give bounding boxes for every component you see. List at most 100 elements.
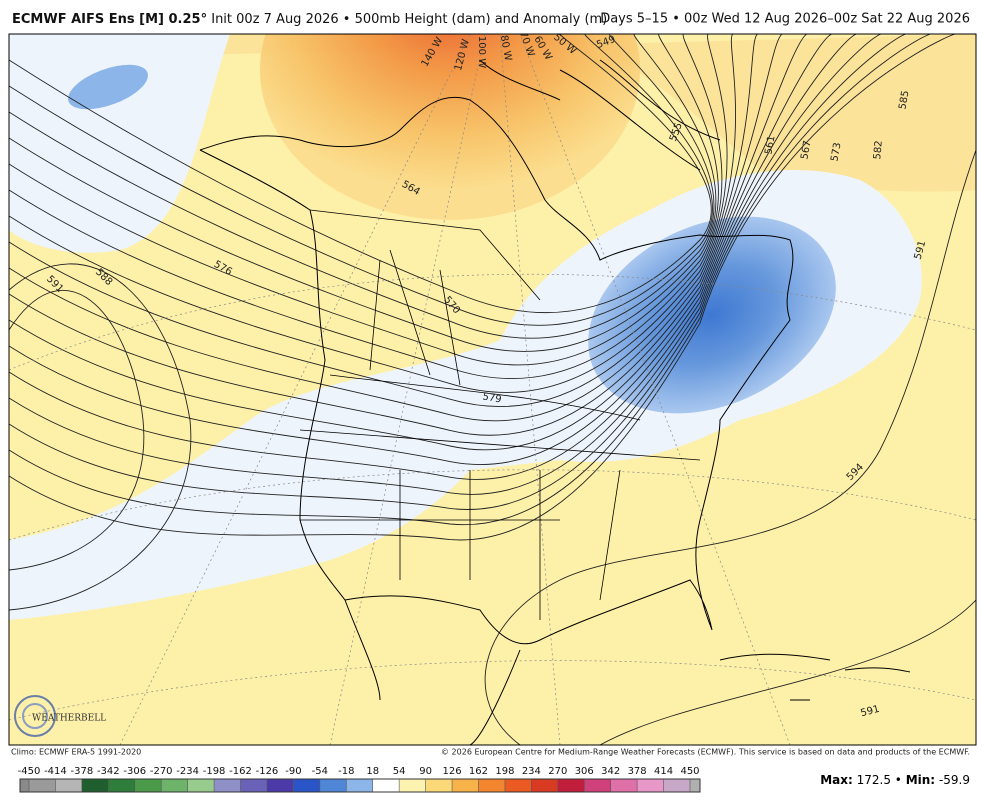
contour-label: 579 bbox=[482, 391, 503, 405]
model-name: ECMWF AIFS Ens [M] 0.25° bbox=[12, 12, 207, 27]
colorbar-tick-label: -234 bbox=[176, 766, 199, 777]
valid-period: Days 5–15 • 00z Wed 12 Aug 2026–00z Sat … bbox=[600, 12, 970, 27]
colorbar-tick-label: -342 bbox=[97, 766, 120, 777]
colorbar-segment bbox=[478, 779, 505, 792]
colorbar-tick-label: 306 bbox=[575, 766, 594, 777]
title: ECMWF AIFS Ens [M] 0.25° Init 00z 7 Aug … bbox=[12, 12, 607, 27]
colorbar-segment bbox=[55, 779, 82, 792]
contour bbox=[9, 34, 717, 352]
colorbar-frame bbox=[19, 778, 701, 793]
max-value: 172.5 bbox=[857, 773, 891, 787]
contour-label: 585 bbox=[897, 90, 911, 111]
colorbar-tick-label: -270 bbox=[150, 766, 173, 777]
copyright: © 2026 European Centre for Medium-Range … bbox=[441, 748, 970, 757]
colorbar-segment bbox=[293, 779, 320, 792]
height-contours bbox=[9, 34, 976, 745]
colorbar-segment bbox=[29, 779, 56, 792]
colorbar-segment bbox=[187, 779, 215, 792]
anomaly-cool bbox=[9, 34, 230, 253]
contour bbox=[9, 34, 712, 314]
colorbar-tick-label: -414 bbox=[44, 766, 67, 777]
logo: WEATHERBELL bbox=[14, 695, 106, 737]
colorbar-segment bbox=[452, 779, 479, 792]
contour bbox=[9, 34, 719, 366]
colorbar-tick-label: 126 bbox=[442, 766, 461, 777]
contour bbox=[9, 289, 145, 571]
colorbar-segment bbox=[531, 779, 558, 792]
colorbar-tick-label: 18 bbox=[366, 766, 379, 777]
colorbar-tick-label: -378 bbox=[71, 766, 94, 777]
colorbar-segment bbox=[81, 779, 109, 792]
contour bbox=[9, 34, 832, 466]
min-label: Min: bbox=[906, 773, 935, 787]
colorbar-tick-label: 342 bbox=[601, 766, 620, 777]
contour-label: 561 bbox=[763, 135, 777, 156]
colorbar-segment bbox=[346, 779, 373, 792]
min-value: -59.9 bbox=[939, 773, 970, 787]
contour-label: 573 bbox=[829, 142, 843, 163]
colorbar-tick-label: -162 bbox=[229, 766, 252, 777]
meridian-label: 100 W bbox=[476, 36, 487, 68]
meridian-label: 80 W bbox=[498, 34, 513, 61]
colorbar-segment bbox=[425, 779, 453, 792]
colorbar-segment bbox=[319, 779, 347, 792]
colorbar-segment bbox=[108, 779, 135, 792]
title-detail: Init 00z 7 Aug 2026 • 500mb Height (dam)… bbox=[211, 12, 607, 27]
contour bbox=[9, 34, 906, 510]
stats: Max: 172.5 • Min: -59.9 bbox=[820, 773, 970, 787]
colorbar-tick-label: -90 bbox=[285, 766, 301, 777]
colorbar-end bbox=[20, 779, 29, 792]
colorbar-tick-label: 162 bbox=[469, 766, 488, 777]
colorbar-tick-label: -198 bbox=[203, 766, 226, 777]
colorbar-tick-label: 378 bbox=[628, 766, 647, 777]
colorbar-tick-label: -126 bbox=[256, 766, 279, 777]
colorbar-end bbox=[690, 779, 700, 792]
anomaly-positive bbox=[260, 34, 640, 220]
colorbar-segment bbox=[240, 779, 267, 792]
contour bbox=[9, 263, 192, 611]
colorbar-segment bbox=[399, 779, 426, 792]
colorbar-segment bbox=[214, 779, 241, 792]
separator: • bbox=[895, 773, 902, 787]
contour bbox=[9, 34, 713, 326]
colorbar-segment bbox=[266, 779, 294, 792]
logo-text: WEATHERBELL bbox=[32, 714, 106, 724]
anomaly-warm bbox=[9, 34, 976, 192]
contour bbox=[484, 149, 976, 745]
contour-label: 567 bbox=[799, 140, 813, 161]
anomaly-negative-small bbox=[68, 64, 148, 110]
contour bbox=[9, 34, 758, 422]
colorbar-tick-label: 270 bbox=[548, 766, 567, 777]
contour bbox=[9, 34, 728, 393]
colorbar-tick-label: -54 bbox=[312, 766, 328, 777]
colorbar-segment bbox=[557, 779, 585, 792]
colorbar-tick-label: 450 bbox=[680, 766, 699, 777]
colorbar-segment bbox=[663, 779, 690, 792]
contour-label: 591 bbox=[859, 704, 880, 720]
colorbar-segment bbox=[637, 779, 664, 792]
borders bbox=[299, 209, 701, 620]
colorbar-tick-label: -306 bbox=[123, 766, 146, 777]
max-label: Max: bbox=[820, 773, 853, 787]
contour bbox=[9, 34, 808, 451]
colorbar-tick-label: 234 bbox=[522, 766, 541, 777]
colorbar-segment bbox=[372, 779, 400, 792]
colorbar: -450 -414 -378 -342 -306 -270 -234 -198 -162 -126… bbox=[18, 766, 701, 793]
contour bbox=[9, 34, 882, 495]
colorbar-segment bbox=[610, 779, 638, 792]
colorbar-segment bbox=[134, 779, 162, 792]
coastlines bbox=[199, 59, 911, 745]
colorbar-tick-label: -18 bbox=[338, 766, 354, 777]
colorbar-tick-label: -450 bbox=[18, 766, 41, 777]
colorbar-tick-label: 198 bbox=[495, 766, 514, 777]
contour bbox=[9, 34, 857, 480]
contour bbox=[9, 34, 931, 526]
colorbar-tick-label: 90 bbox=[419, 766, 432, 777]
contour bbox=[9, 34, 783, 436]
contour bbox=[9, 34, 723, 379]
colorbar-tick-label: 414 bbox=[654, 766, 673, 777]
contour bbox=[599, 599, 976, 745]
colorbar-tick-label: 54 bbox=[393, 766, 406, 777]
contour bbox=[9, 34, 956, 541]
